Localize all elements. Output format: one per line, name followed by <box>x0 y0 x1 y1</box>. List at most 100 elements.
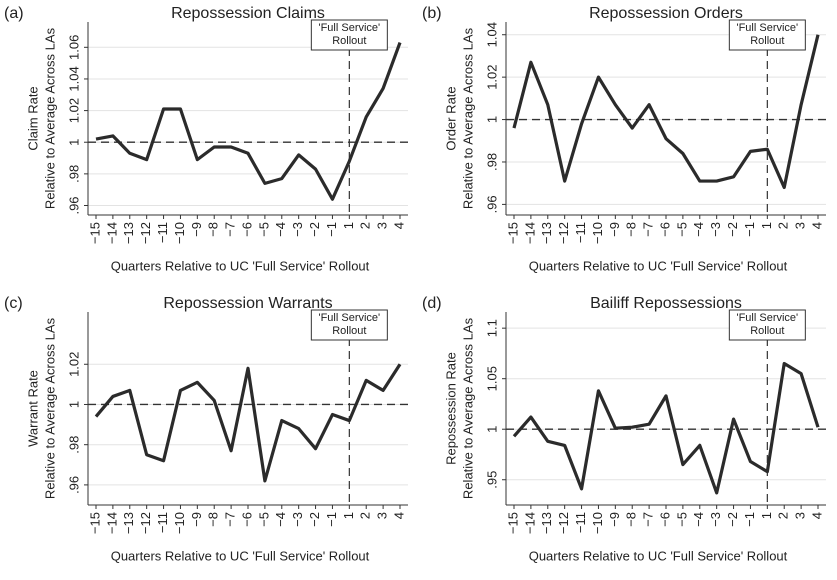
x-tick-label: 4 <box>391 222 406 229</box>
y-tick-label: 1 <box>66 401 81 408</box>
chart-title: Repossession Orders <box>589 5 743 22</box>
y-tick-label: 1.04 <box>66 66 81 91</box>
x-tick-label: −6 <box>239 222 254 237</box>
x-tick-label: −14 <box>522 222 537 244</box>
y-tick-label: 1.1 <box>484 319 499 337</box>
annotation-box <box>728 309 806 341</box>
annotation-box <box>728 19 806 51</box>
x-tick-label: −5 <box>674 222 689 237</box>
y-tick-label: .98 <box>66 436 81 454</box>
panel: (d) Bailiff Repossessions .95 1 1.05 1.1 Repos… <box>422 295 826 563</box>
y-tick-label: .95 <box>484 471 499 489</box>
x-tick-label: −1 <box>324 512 339 527</box>
y-axis-label: Order Rate <box>443 86 458 150</box>
x-tick-label: −10 <box>590 222 605 244</box>
y-axis-label: Relative to Average Across LAs <box>42 317 57 499</box>
y-axis-label: Claim Rate <box>25 86 40 150</box>
x-tick-label: −10 <box>172 222 187 244</box>
x-tick-label: −4 <box>691 222 706 237</box>
x-tick-label: −7 <box>641 222 656 237</box>
x-tick-label: −8 <box>206 512 221 527</box>
annotation: 'Full Service' <box>318 312 380 324</box>
x-tick-label: 2 <box>358 222 373 229</box>
x-tick-label: −2 <box>725 512 740 527</box>
x-tick-label: −4 <box>273 222 288 237</box>
x-tick-label: −10 <box>590 512 605 534</box>
x-axis-label: Quarters Relative to UC 'Full Service' R… <box>529 548 788 563</box>
panel: (c) Repossession Warrants .96 .98 1 1.02 Warra… <box>4 295 408 563</box>
panel-label: (c) <box>4 295 23 312</box>
x-tick-label: −9 <box>607 512 622 527</box>
x-tick-label: −5 <box>674 512 689 527</box>
x-tick-label: −5 <box>256 512 271 527</box>
x-tick-label: −12 <box>556 222 571 244</box>
y-tick-label: .96 <box>66 196 81 214</box>
x-tick-label: −10 <box>172 512 187 534</box>
annotation: 'Full Service' <box>736 312 798 324</box>
y-tick-label: 1.02 <box>484 64 499 89</box>
x-tick-label: −12 <box>138 222 153 244</box>
y-tick-label: .98 <box>484 153 499 171</box>
annotation: 'Full Service' <box>318 22 380 34</box>
x-tick-label: −3 <box>708 222 723 237</box>
y-axis-label: Relative to Average Across LAs <box>460 27 475 209</box>
y-tick-label: 1.02 <box>66 98 81 123</box>
x-tick-label: −11 <box>573 512 588 533</box>
x-tick-label: −12 <box>556 512 571 534</box>
x-tick-label: 1 <box>759 222 774 229</box>
chart-title: Bailiff Repossessions <box>590 295 742 312</box>
x-tick-label: −4 <box>273 512 288 527</box>
x-tick-label: −3 <box>290 222 305 237</box>
x-tick-label: −2 <box>725 222 740 237</box>
y-tick-label: .98 <box>66 165 81 183</box>
x-tick-label: 2 <box>358 512 373 519</box>
x-tick-label: −8 <box>624 222 639 237</box>
x-tick-label: −7 <box>641 512 656 527</box>
x-tick-label: 4 <box>809 512 824 519</box>
y-axis-label: Relative to Average Across LAs <box>42 27 57 209</box>
x-tick-label: −1 <box>742 222 757 237</box>
x-tick-label: −13 <box>121 222 136 244</box>
y-axis-label: Warrant Rate <box>25 370 40 447</box>
y-tick-label: 1.02 <box>66 352 81 377</box>
x-tick-label: −6 <box>657 222 672 237</box>
x-axis-label: Quarters Relative to UC 'Full Service' R… <box>111 548 370 563</box>
x-axis-label: Quarters Relative to UC 'Full Service' R… <box>111 258 370 273</box>
y-tick-label: .96 <box>484 195 499 213</box>
x-tick-label: −1 <box>742 512 757 527</box>
x-tick-label: −14 <box>522 512 537 534</box>
x-tick-label: 4 <box>809 222 824 229</box>
y-tick-label: .96 <box>66 476 81 494</box>
x-tick-label: 3 <box>375 512 390 519</box>
x-tick-label: −15 <box>87 222 102 244</box>
x-tick-label: −9 <box>189 222 204 237</box>
x-tick-label: −11 <box>573 222 588 243</box>
y-tick-label: 1.05 <box>484 366 499 391</box>
x-tick-label: −13 <box>539 512 554 534</box>
x-tick-label: −15 <box>87 512 102 534</box>
y-tick-label: 1.04 <box>484 22 499 47</box>
panel: (a) Repossession Claims .96 .98 1 1.02 1.04 1.0… <box>4 5 408 273</box>
x-tick-label: −13 <box>539 222 554 244</box>
x-tick-label: −7 <box>223 512 238 527</box>
panel: (b) Repossession Orders .96 .98 1 1.02 1.04 Ord… <box>422 5 826 273</box>
x-tick-label: −2 <box>307 222 322 237</box>
x-tick-label: 3 <box>793 512 808 519</box>
chart-title: Repossession Claims <box>171 5 325 22</box>
x-tick-label: −6 <box>239 512 254 527</box>
line <box>95 42 402 201</box>
annotation: Rollout <box>750 35 784 47</box>
x-tick-label: 1 <box>341 512 356 519</box>
annotation-box <box>310 309 388 341</box>
line <box>512 34 820 190</box>
y-tick-label: 1 <box>484 116 499 123</box>
annotation: Rollout <box>332 35 366 47</box>
x-tick-label: −9 <box>189 512 204 527</box>
annotation-box <box>310 19 388 51</box>
x-tick-label: −14 <box>104 512 119 534</box>
x-tick-label: −5 <box>256 222 271 237</box>
line <box>94 363 402 483</box>
x-tick-label: 2 <box>776 222 791 229</box>
x-tick-label: −8 <box>206 222 221 237</box>
